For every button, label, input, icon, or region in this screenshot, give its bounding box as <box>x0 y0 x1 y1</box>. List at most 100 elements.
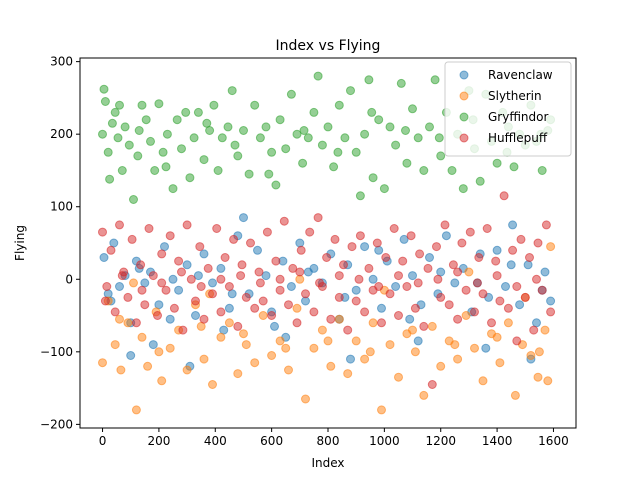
point-slytherin <box>427 321 437 331</box>
point-gryffindor <box>281 144 291 154</box>
point-hufflepuff <box>220 253 230 262</box>
point-hufflepuff <box>453 314 463 324</box>
x-tick-label: 1400 <box>482 434 513 448</box>
point-gryffindor <box>271 180 281 190</box>
point-hufflepuff <box>372 238 382 248</box>
point-gryffindor <box>146 136 155 146</box>
point-ravenclaw <box>413 336 423 346</box>
point-slytherin <box>436 361 446 371</box>
point-hufflepuff <box>191 296 200 306</box>
point-ravenclaw <box>346 354 355 364</box>
point-ravenclaw <box>174 285 184 295</box>
point-hufflepuff <box>351 296 361 306</box>
point-ravenclaw <box>425 253 434 262</box>
point-slytherin <box>510 390 520 400</box>
point-hufflepuff <box>487 318 496 328</box>
y-tick-label: 0 <box>65 272 73 286</box>
point-ravenclaw <box>193 271 203 281</box>
point-slytherin <box>241 340 251 350</box>
point-ravenclaw <box>377 303 386 313</box>
point-hufflepuff <box>465 227 475 237</box>
point-hufflepuff <box>233 321 243 331</box>
point-hufflepuff <box>537 285 547 295</box>
point-hufflepuff <box>343 325 353 335</box>
point-ravenclaw <box>441 231 451 241</box>
point-ravenclaw <box>148 340 158 350</box>
point-hufflepuff <box>398 256 408 266</box>
point-ravenclaw <box>253 245 262 255</box>
point-ravenclaw <box>540 267 550 277</box>
point-slytherin <box>309 343 319 353</box>
point-hufflepuff <box>216 307 226 317</box>
point-hufflepuff <box>165 231 175 241</box>
point-hufflepuff <box>178 325 188 335</box>
point-slytherin <box>365 347 375 357</box>
x-tick-label: 600 <box>260 434 283 448</box>
chart-title: Index vs Flying <box>276 38 381 54</box>
point-hufflepuff <box>195 242 205 252</box>
point-ravenclaw <box>168 274 178 284</box>
point-ravenclaw <box>261 271 271 281</box>
point-ravenclaw <box>508 220 518 230</box>
point-gryffindor <box>154 99 164 109</box>
point-slytherin <box>239 329 248 339</box>
point-hufflepuff <box>123 292 133 302</box>
point-hufflepuff <box>229 234 239 244</box>
point-gryffindor <box>107 118 117 128</box>
point-hufflepuff <box>115 220 124 230</box>
point-hufflepuff <box>186 274 196 284</box>
point-hufflepuff <box>533 238 543 248</box>
point-hufflepuff <box>546 307 556 317</box>
point-hufflepuff <box>102 282 112 291</box>
point-hufflepuff <box>254 267 264 277</box>
point-gryffindor <box>323 122 333 132</box>
point-hufflepuff <box>339 260 348 270</box>
point-hufflepuff <box>169 303 179 313</box>
x-tick-label: 0 <box>99 434 107 448</box>
legend-label-hufflepuff: Hufflepuff <box>488 131 548 145</box>
point-hufflepuff <box>402 282 412 291</box>
y-tick-label: 100 <box>50 200 73 214</box>
point-slytherin <box>533 372 543 382</box>
point-gryffindor <box>150 166 160 175</box>
point-hufflepuff <box>127 234 137 244</box>
point-hufflepuff <box>334 271 344 281</box>
point-hufflepuff <box>394 311 403 320</box>
point-ravenclaw <box>481 343 491 353</box>
point-hufflepuff <box>100 296 110 306</box>
point-hufflepuff <box>284 300 293 310</box>
legend: Ravenclaw Slytherin Gryffindor Hufflepuff <box>444 61 572 157</box>
point-gryffindor <box>364 75 374 85</box>
point-ravenclaw <box>351 285 361 295</box>
point-ravenclaw <box>523 260 533 270</box>
point-hufflepuff <box>499 191 509 201</box>
point-ravenclaw <box>99 253 109 262</box>
point-ravenclaw <box>399 234 409 244</box>
point-ravenclaw <box>506 260 516 270</box>
point-hufflepuff <box>444 300 454 310</box>
point-hufflepuff <box>196 282 206 291</box>
y-tick-label: −100 <box>40 345 73 359</box>
point-slytherin <box>495 358 505 368</box>
point-gryffindor <box>351 147 361 157</box>
point-gryffindor <box>264 169 274 179</box>
point-slytherin <box>492 332 502 342</box>
point-gryffindor <box>261 122 271 132</box>
legend-marker-ravenclaw <box>459 70 469 80</box>
y-axis: −200 −100 0 100 200 300 <box>40 55 80 431</box>
point-hufflepuff <box>137 285 147 295</box>
point-gryffindor <box>401 126 410 135</box>
point-gryffindor <box>227 86 237 96</box>
point-hufflepuff <box>250 303 260 313</box>
legend-box <box>444 61 572 157</box>
point-hufflepuff <box>377 318 386 328</box>
point-gryffindor <box>267 147 277 157</box>
point-hufflepuff <box>410 303 420 313</box>
point-hufflepuff <box>394 271 403 281</box>
x-tick-label: 1600 <box>538 434 569 448</box>
point-gryffindor <box>100 97 110 106</box>
point-slytherin <box>116 365 126 375</box>
point-hufflepuff <box>262 227 272 237</box>
legend-marker-gryffindor <box>459 112 469 122</box>
